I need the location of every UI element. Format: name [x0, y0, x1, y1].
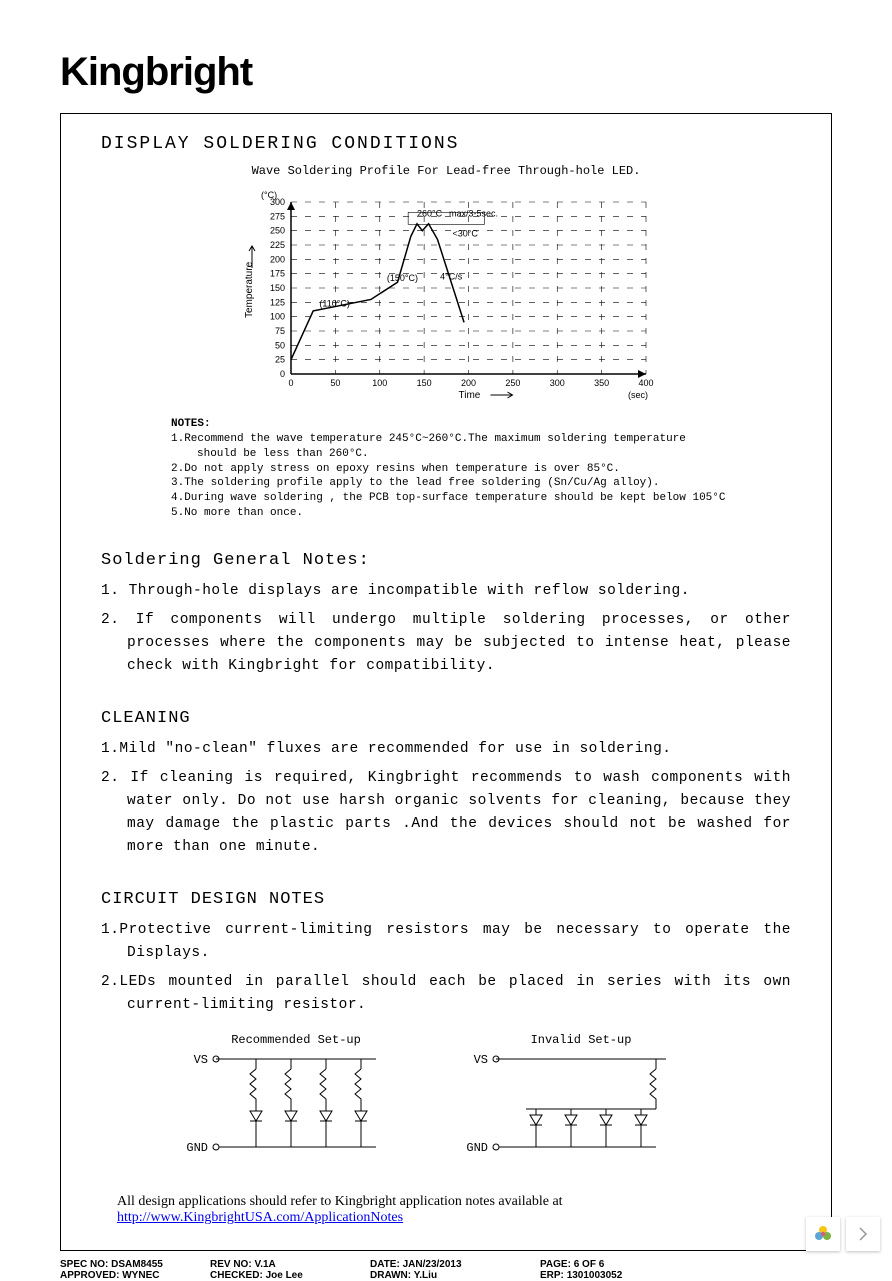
svg-text:GND: GND — [186, 1141, 208, 1155]
section3-item-2: 2. If cleaning is required, Kingbright r… — [101, 767, 791, 860]
section2-item-2: 2. If components will undergo multiple s… — [101, 609, 791, 679]
corner-widget — [806, 1217, 880, 1251]
notes-header: NOTES: — [171, 417, 791, 432]
section2-list: 1. Through-hole displays are incompatibl… — [101, 580, 791, 679]
section1-title: DISPLAY SOLDERING CONDITIONS — [101, 134, 791, 154]
section4-list: 1.Protective current-limiting resistors … — [101, 919, 791, 1018]
circuit-diagrams: Recommended Set-up VS GND Invalid Set-up VS G… — [101, 1029, 791, 1184]
section3-list: 1.Mild "no-clean" fluxes are recommended… — [101, 738, 791, 860]
footer-row-1: SPEC NO: DSAM8455 REV NO: V.1A DATE: JAN… — [60, 1259, 832, 1270]
svg-text:0: 0 — [280, 369, 285, 379]
wave-solder-chart: 0 25 50 75 100 125 150 175 200 225 250 275 300 0 50 100… — [236, 184, 656, 409]
drawn-value: Y.Liu — [414, 1270, 437, 1281]
section4-title: CIRCUIT DESIGN NOTES — [101, 890, 791, 909]
brand-logo: Kingbright — [60, 50, 832, 95]
svg-text:VS: VS — [474, 1053, 488, 1067]
erp-label: ERP: — [540, 1270, 564, 1281]
content-frame: DISPLAY SOLDERING CONDITIONS Wave Solder… — [60, 113, 832, 1251]
chevron-right-icon[interactable] — [846, 1217, 880, 1251]
svg-text:100: 100 — [372, 378, 387, 388]
svg-text:125: 125 — [270, 297, 285, 307]
footer-row-2: APPROVED: WYNEC CHECKED: Joe Lee DRAWN: … — [60, 1270, 832, 1281]
page-label: PAGE: — [540, 1259, 571, 1270]
svg-text:(110°C): (110°C) — [319, 298, 349, 308]
section3-item-1: 1.Mild "no-clean" fluxes are recommended… — [101, 738, 791, 761]
svg-text:max/3-5sec.: max/3-5sec. — [449, 208, 498, 218]
svg-text:Recommended Set-up: Recommended Set-up — [231, 1033, 361, 1047]
flower-icon[interactable] — [806, 1217, 840, 1251]
svg-text:Temperature: Temperature — [244, 261, 255, 318]
rev-no-label: REV NO: — [210, 1259, 252, 1270]
svg-text:(sec): (sec) — [628, 390, 648, 400]
svg-text:150: 150 — [270, 283, 285, 293]
refer-text-label: All design applications should refer to … — [117, 1194, 563, 1209]
rev-no-value: V.1A — [254, 1259, 275, 1270]
date-label: DATE: — [370, 1259, 400, 1270]
svg-text:50: 50 — [275, 340, 285, 350]
svg-text:225: 225 — [270, 240, 285, 250]
svg-text:200: 200 — [270, 254, 285, 264]
svg-text:(°C): (°C) — [261, 190, 277, 200]
erp-value: 1301003052 — [567, 1270, 623, 1281]
section2-item-1: 1. Through-hole displays are incompatibl… — [101, 580, 791, 603]
svg-text:250: 250 — [270, 226, 285, 236]
section3-title: CLEANING — [101, 709, 791, 728]
section2-title: Soldering General Notes: — [101, 551, 791, 570]
svg-text:VS: VS — [194, 1053, 208, 1067]
spec-no-value: DSAM8455 — [111, 1259, 163, 1270]
approved-value: WYNEC — [122, 1270, 159, 1281]
svg-text:150: 150 — [417, 378, 432, 388]
note-1-cont: should be less than 260°C. — [171, 447, 791, 462]
spec-no-label: SPEC NO: — [60, 1259, 108, 1270]
chart-caption: Wave Soldering Profile For Lead-free Thr… — [101, 164, 791, 178]
approved-label: APPROVED: — [60, 1270, 119, 1281]
drawn-label: DRAWN: — [370, 1270, 411, 1281]
svg-text:260°C: 260°C — [417, 208, 443, 218]
svg-text:400: 400 — [638, 378, 653, 388]
svg-text:GND: GND — [466, 1141, 488, 1155]
svg-text:Invalid Set-up: Invalid Set-up — [531, 1033, 632, 1047]
note-3: 3.The soldering profile apply to the lea… — [171, 476, 791, 491]
svg-text:75: 75 — [275, 326, 285, 336]
date-value: JAN/23/2013 — [403, 1259, 462, 1270]
note-1: 1.Recommend the wave temperature 245°C~2… — [171, 432, 791, 447]
refer-text: All design applications should refer to … — [117, 1194, 791, 1226]
svg-text:300: 300 — [550, 378, 565, 388]
svg-text:275: 275 — [270, 211, 285, 221]
svg-text:175: 175 — [270, 269, 285, 279]
svg-text:0: 0 — [288, 378, 293, 388]
chart-notes: NOTES: 1.Recommend the wave temperature … — [171, 417, 791, 521]
soldering-chart-area: Wave Soldering Profile For Lead-free Thr… — [101, 164, 791, 409]
checked-value: Joe Lee — [266, 1270, 303, 1281]
section4-item-2: 2.LEDs mounted in parallel should each b… — [101, 971, 791, 1017]
svg-text:4°C/s: 4°C/s — [440, 271, 463, 281]
svg-text:50: 50 — [330, 378, 340, 388]
svg-text:<30°C: <30°C — [453, 228, 479, 238]
svg-text:350: 350 — [594, 378, 609, 388]
svg-text:250: 250 — [505, 378, 520, 388]
checked-label: CHECKED: — [210, 1270, 263, 1281]
note-4: 4.During wave soldering , the PCB top-su… — [171, 491, 791, 506]
svg-text:200: 200 — [461, 378, 476, 388]
section4-item-1: 1.Protective current-limiting resistors … — [101, 919, 791, 965]
svg-text:Time: Time — [459, 390, 481, 401]
svg-text:100: 100 — [270, 312, 285, 322]
svg-text:25: 25 — [275, 355, 285, 365]
page-value: 6 OF 6 — [574, 1259, 605, 1270]
note-2: 2.Do not apply stress on epoxy resins wh… — [171, 462, 791, 477]
svg-text:(150°C): (150°C) — [387, 273, 418, 283]
note-5: 5.No more than once. — [171, 506, 791, 521]
application-notes-link[interactable]: http://www.KingbrightUSA.com/Application… — [117, 1210, 403, 1225]
